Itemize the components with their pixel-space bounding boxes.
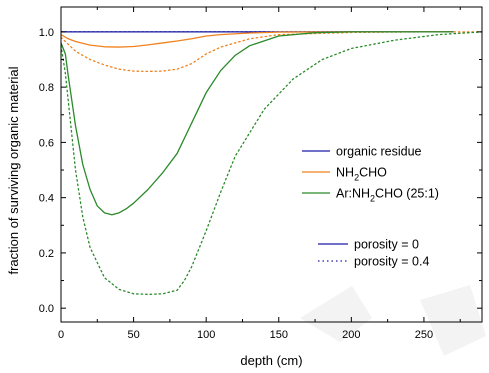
x-axis: 0 50 100 150 200 250 (58, 7, 461, 341)
series-line-3 (61, 31, 482, 73)
y-axis: 0.0 0.2 0.4 0.6 0.8 1.0 (39, 27, 482, 315)
y-tick-label: 0.8 (39, 82, 54, 94)
x-tick-label: 50 (127, 329, 139, 341)
series-line-5 (61, 31, 482, 296)
legend-species: organic residue NH2CHO Ar:NH2CHO (25:1) (302, 145, 439, 204)
legend-label: organic residue (336, 145, 422, 159)
y-axis-title: fraction of surviving organic material (6, 66, 21, 274)
legend-label: porosity = 0 (354, 238, 419, 252)
plot-frame (60, 6, 483, 323)
series-line-2 (61, 31, 454, 48)
y-tick-label: 0.2 (39, 248, 54, 260)
series-layer (61, 31, 482, 296)
x-tick-label: 200 (342, 329, 360, 341)
x-axis-title: depth (cm) (240, 353, 302, 368)
watermark-shape (300, 285, 486, 356)
x-tick-label: 100 (197, 329, 215, 341)
y-tick-label: 0.6 (39, 137, 54, 149)
legend-label: NH2CHO (336, 166, 387, 183)
x-tick-label: 0 (58, 329, 64, 341)
y-tick-label: 1.0 (39, 27, 54, 39)
legend-label: Ar:NH2CHO (25:1) (336, 187, 439, 204)
y-tick-label: 0.0 (39, 303, 54, 315)
x-tick-label: 150 (270, 329, 288, 341)
legend-porosity: porosity = 0 porosity = 0.4 (318, 238, 429, 269)
y-tick-label: 0.4 (39, 193, 54, 205)
series-line-4 (61, 31, 454, 216)
x-tick-label: 250 (415, 329, 433, 341)
legend-label: porosity = 0.4 (354, 255, 429, 269)
